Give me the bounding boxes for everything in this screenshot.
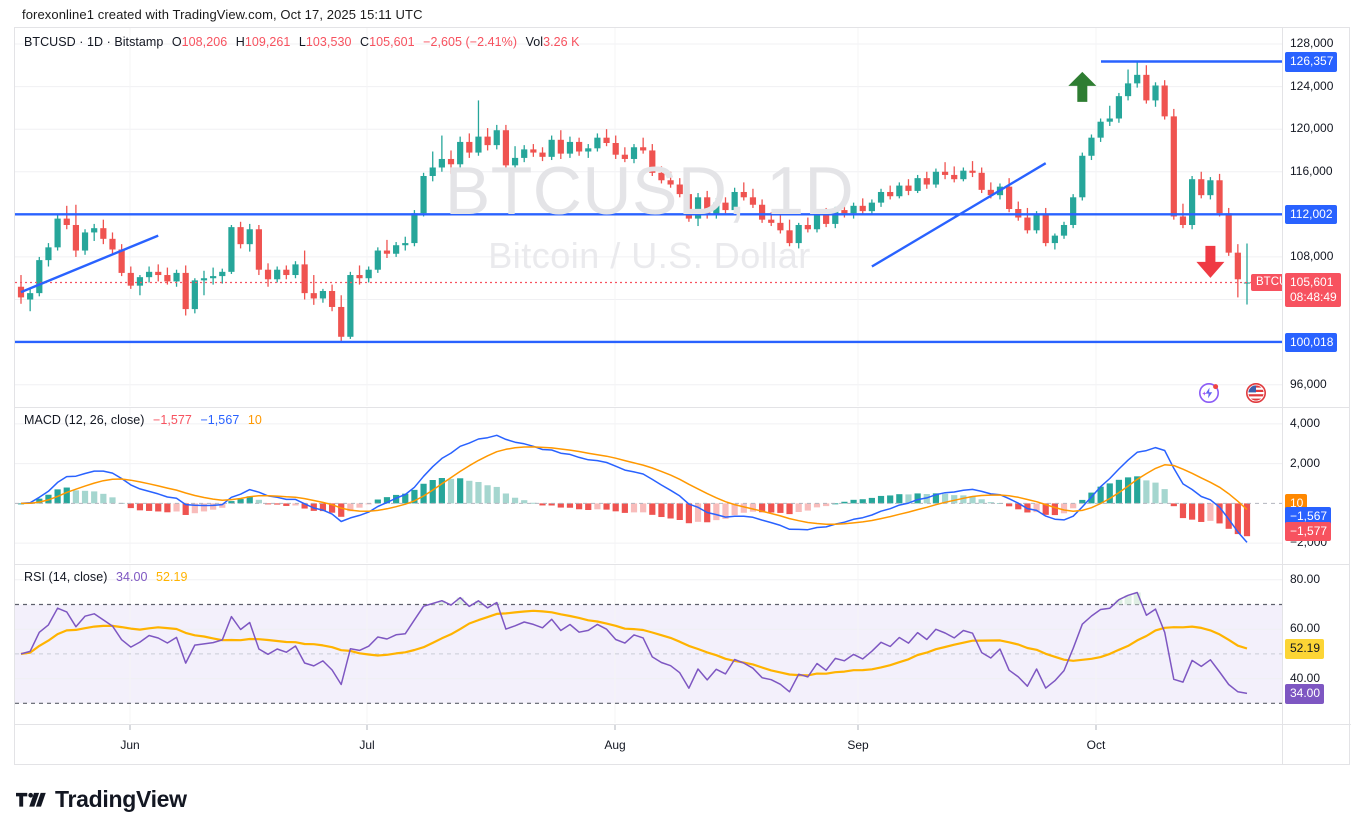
- time-axis-tick: Aug: [604, 738, 626, 752]
- rsi-axis-tick: 80.00: [1290, 571, 1321, 586]
- price-axis-tick: 108,000: [1290, 248, 1334, 263]
- rsi-axis-tick: 60.00: [1290, 621, 1321, 636]
- price-candles-svg: [15, 28, 1284, 406]
- tradingview-wordmark: TradingView: [55, 786, 187, 812]
- price-badge-countdown: 08:48:49: [1290, 289, 1337, 304]
- rsi-axis-tick: 40.00: [1290, 670, 1321, 685]
- rsi-pane[interactable]: [15, 564, 1284, 723]
- price-scale[interactable]: 128,000 124,000 120,000 116,000 108,000 96,00…: [1282, 28, 1350, 764]
- price-scale-rsi[interactable]: 80.00 60.00 40.00 52.19 34.00: [1283, 564, 1350, 723]
- price-scale-macd[interactable]: 4,000 2,000 −2,000 10 −1,567 −1,577: [1283, 407, 1350, 563]
- macd-pane[interactable]: [15, 407, 1284, 563]
- time-axis-tick: Sep: [847, 738, 869, 752]
- chart-frame: BTCUSD, 1D Bitcoin / U.S. Dollar BTCUSD …: [14, 27, 1351, 765]
- price-scale-main[interactable]: 128,000 124,000 120,000 116,000 108,000 96,00…: [1283, 28, 1350, 406]
- attribution-text: forexonline1 created with TradingView.co…: [22, 7, 423, 22]
- price-axis-badge[interactable]: 100,018: [1285, 332, 1338, 353]
- us-flag-icon[interactable]: [1245, 382, 1267, 404]
- price-axis-badge[interactable]: 112,002: [1285, 205, 1337, 225]
- price-axis-tick: 96,000: [1290, 376, 1327, 391]
- time-axis[interactable]: Jun Jul Aug Sep Oct: [15, 724, 1351, 764]
- symbol-price-tag: BTCUSD: [1251, 274, 1284, 292]
- rsi-svg: [15, 565, 1284, 723]
- rsi-axis-badge[interactable]: 34.00: [1285, 684, 1325, 704]
- macd-axis-badge[interactable]: −1,577: [1285, 522, 1332, 542]
- time-axis-tick: Jun: [120, 738, 140, 752]
- price-axis-tick: 120,000: [1290, 121, 1334, 136]
- time-axis-tick: Oct: [1086, 738, 1106, 752]
- tradingview-footer: TradingView: [16, 786, 187, 813]
- price-axis-badge[interactable]: 105,601 08:48:49: [1285, 273, 1341, 307]
- price-axis-tick: 116,000: [1290, 163, 1333, 178]
- price-axis-tick: 128,000: [1290, 35, 1334, 50]
- rsi-axis-badge[interactable]: 52.19: [1285, 639, 1325, 659]
- time-axis-tick: Jul: [359, 738, 375, 752]
- ai-spark-icon[interactable]: [1198, 382, 1220, 404]
- macd-svg: [15, 408, 1284, 563]
- macd-axis-badge[interactable]: −1,567: [1285, 507, 1332, 527]
- macd-axis-tick: 2,000: [1290, 455, 1321, 470]
- price-axis-badge[interactable]: 126,357: [1285, 52, 1338, 72]
- macd-axis-tick: 4,000: [1290, 415, 1321, 430]
- tradingview-logo-icon: [16, 792, 46, 807]
- price-badge-value: 105,601: [1290, 275, 1334, 290]
- price-axis-tick: 124,000: [1290, 78, 1334, 93]
- price-pane[interactable]: BTCUSD, 1D Bitcoin / U.S. Dollar BTCUSD: [15, 28, 1284, 406]
- chart-panes: BTCUSD, 1D Bitcoin / U.S. Dollar BTCUSD: [15, 28, 1284, 764]
